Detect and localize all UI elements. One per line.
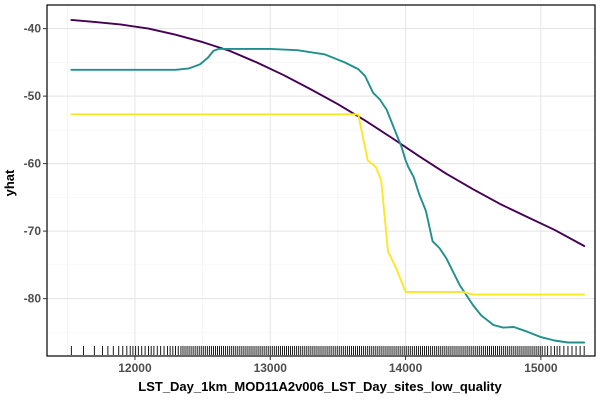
x-tick-label: 14000 <box>389 361 423 375</box>
series-lines <box>70 18 586 344</box>
x-tick-label: 15000 <box>524 361 558 375</box>
series-line-2 <box>70 47 586 344</box>
y-tick-label: -70 <box>24 224 42 238</box>
y-tick-label: -40 <box>24 22 42 36</box>
series-line-1 <box>70 18 586 247</box>
plot-frame <box>46 4 596 357</box>
y-axis-title: yhat <box>2 169 17 196</box>
axis-ticks: 12000 13000 14000 15000 -40 -50 -60 -70 -80 <box>24 22 558 375</box>
panel-border <box>46 4 596 357</box>
rug-marks <box>70 346 585 355</box>
x-axis-title: LST_Day_1km_MOD11A2v006_LST_Day_sites_lo… <box>138 379 502 394</box>
y-tick-label: -80 <box>24 292 42 306</box>
y-tick-label: -50 <box>24 89 42 103</box>
y-tick-label: -60 <box>24 157 42 171</box>
x-tick-label: 13000 <box>254 361 288 375</box>
x-tick-label: 12000 <box>118 361 152 375</box>
series-line-3 <box>70 113 586 296</box>
grid <box>47 5 595 356</box>
